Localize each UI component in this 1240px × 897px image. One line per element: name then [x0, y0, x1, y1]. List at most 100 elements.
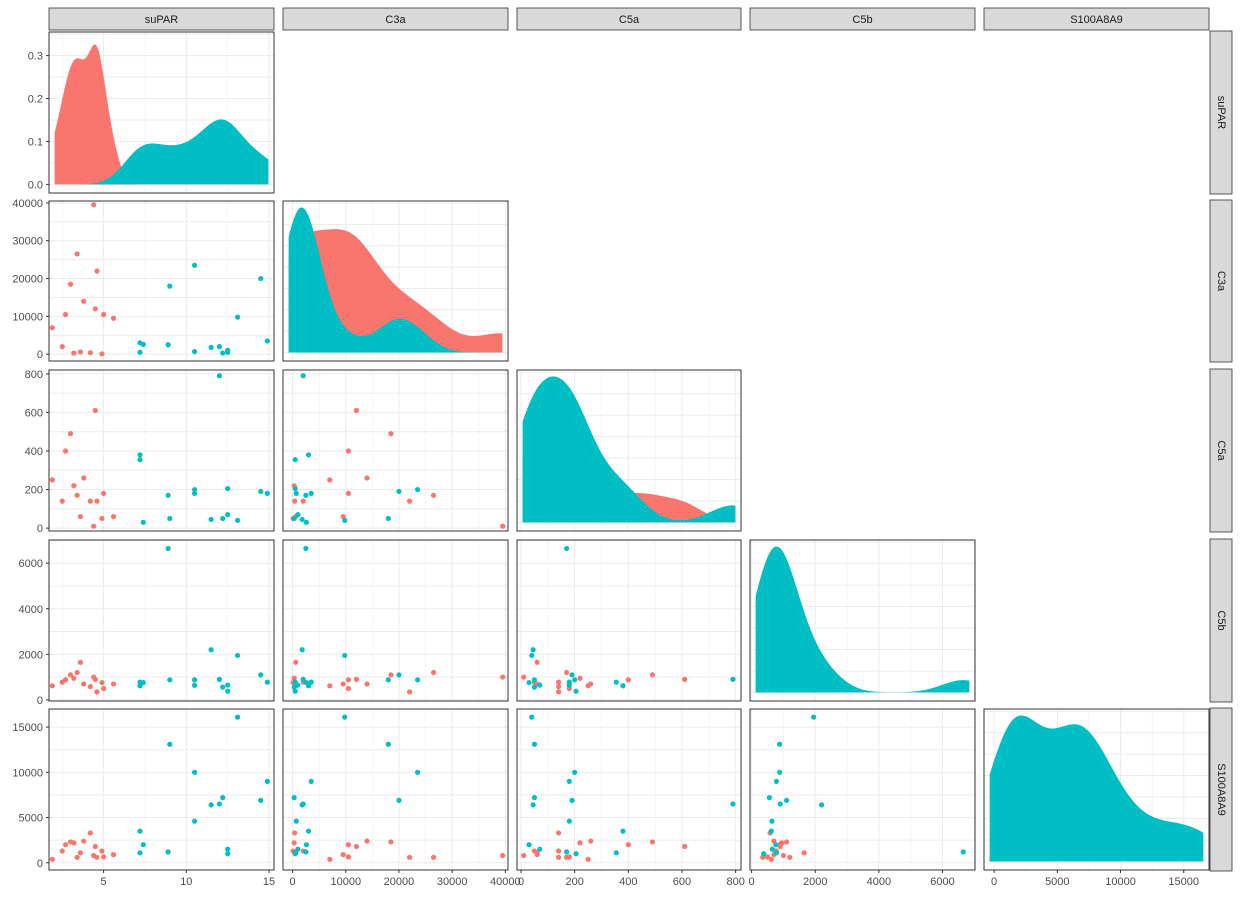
point-group-b — [308, 778, 314, 784]
point-group-a — [566, 854, 572, 860]
strip-top-c3a — [282, 7, 509, 31]
point-group-b — [303, 519, 310, 525]
point-group-a — [100, 490, 107, 497]
point-group-a — [81, 475, 87, 481]
point-group-b — [761, 851, 767, 857]
point-group-b — [960, 849, 966, 855]
point-group-b — [225, 688, 231, 694]
density-group-b — [288, 207, 503, 353]
point-group-a — [59, 848, 65, 854]
point-group-b — [537, 682, 543, 688]
point-group-b — [225, 512, 231, 518]
point-group-b — [220, 515, 226, 522]
point-group-b — [303, 849, 309, 855]
x-tick-label: 6000 — [930, 876, 954, 888]
x-tick-label: 2000 — [803, 876, 827, 888]
point-group-a — [500, 674, 506, 680]
point-group-b — [526, 679, 532, 686]
strip-right-label: C5b — [1215, 610, 1227, 630]
x-tick-label: 10000 — [1105, 876, 1136, 888]
strip-top-supar — [48, 7, 275, 31]
point-group-b — [235, 652, 241, 659]
point-group-a — [534, 852, 540, 858]
x-tick-label: 4000 — [867, 876, 891, 888]
point-group-b — [216, 373, 223, 379]
point-group-b — [299, 647, 305, 653]
point-group-b — [526, 842, 532, 848]
point-group-b — [783, 797, 790, 803]
point-group-a — [588, 838, 594, 844]
point-group-a — [555, 689, 562, 695]
point-group-b — [295, 512, 301, 518]
point-group-b — [342, 652, 348, 659]
point-group-a — [110, 852, 117, 858]
point-group-b — [291, 515, 297, 522]
y-tick-label: 0.1 — [28, 136, 43, 148]
point-group-a — [49, 856, 55, 862]
point-group-b — [776, 769, 783, 775]
y-tick-label: 5000 — [19, 813, 43, 825]
point-group-b — [569, 797, 575, 803]
point-group-b — [530, 802, 536, 808]
panel-c3a-supar — [48, 200, 275, 362]
panel-background — [49, 709, 274, 870]
point-group-a — [353, 676, 360, 682]
point-group-a — [787, 854, 793, 860]
point-group-b — [191, 818, 198, 824]
panel-border — [749, 708, 976, 871]
point-group-b — [776, 741, 783, 747]
strip-right-supar — [1209, 30, 1233, 195]
point-group-a — [94, 689, 100, 695]
point-group-b — [216, 676, 223, 682]
point-group-a — [353, 843, 360, 850]
strip-top-c5b — [749, 7, 976, 31]
point-group-b — [342, 714, 348, 720]
panel-c3a-c3a — [282, 200, 509, 362]
point-group-a — [340, 681, 346, 687]
point-group-a — [92, 843, 98, 850]
point-group-b — [191, 348, 198, 355]
point-group-b — [165, 342, 171, 348]
point-group-b — [137, 452, 143, 458]
point-group-b — [777, 801, 783, 807]
panel-s100a8a9-s100a8a9 — [983, 708, 1210, 871]
panel-c5b-c5a — [516, 539, 742, 702]
point-group-b — [414, 677, 421, 683]
strip-right-c5a — [1209, 368, 1233, 533]
point-group-a — [77, 349, 84, 355]
point-group-a — [94, 854, 100, 860]
point-group-a — [588, 681, 594, 687]
y-tick-label: 10000 — [12, 767, 43, 779]
panel-c5a-supar — [48, 369, 275, 532]
strip-top-label: C3a — [385, 14, 406, 26]
point-group-b — [566, 778, 572, 784]
point-group-b — [396, 797, 402, 803]
point-group-a — [62, 311, 69, 318]
point-group-b — [529, 652, 535, 659]
panel-background — [49, 540, 274, 701]
point-group-b — [208, 647, 214, 653]
point-group-a — [406, 689, 413, 695]
point-group-a — [649, 672, 656, 678]
point-group-b — [137, 683, 143, 689]
y-tick-label: 20000 — [12, 274, 43, 286]
point-group-b — [566, 679, 572, 685]
x-tick-label: 0 — [290, 876, 296, 888]
point-group-a — [74, 854, 80, 860]
point-group-b — [768, 828, 774, 834]
strip-right-s100a8a9 — [1209, 707, 1233, 872]
strip-top-label: S100A8A9 — [1070, 14, 1123, 26]
point-group-a — [534, 659, 540, 665]
point-group-b — [620, 683, 626, 689]
point-group-b — [773, 778, 780, 784]
point-group-a — [71, 350, 77, 356]
x-tick-label: 200 — [565, 876, 583, 888]
point-group-b — [235, 714, 241, 720]
point-group-b — [305, 452, 312, 458]
point-group-a — [94, 498, 100, 504]
point-group-a — [77, 513, 84, 520]
point-group-a — [777, 843, 783, 850]
point-group-a — [71, 840, 77, 846]
panel-background — [750, 709, 975, 870]
